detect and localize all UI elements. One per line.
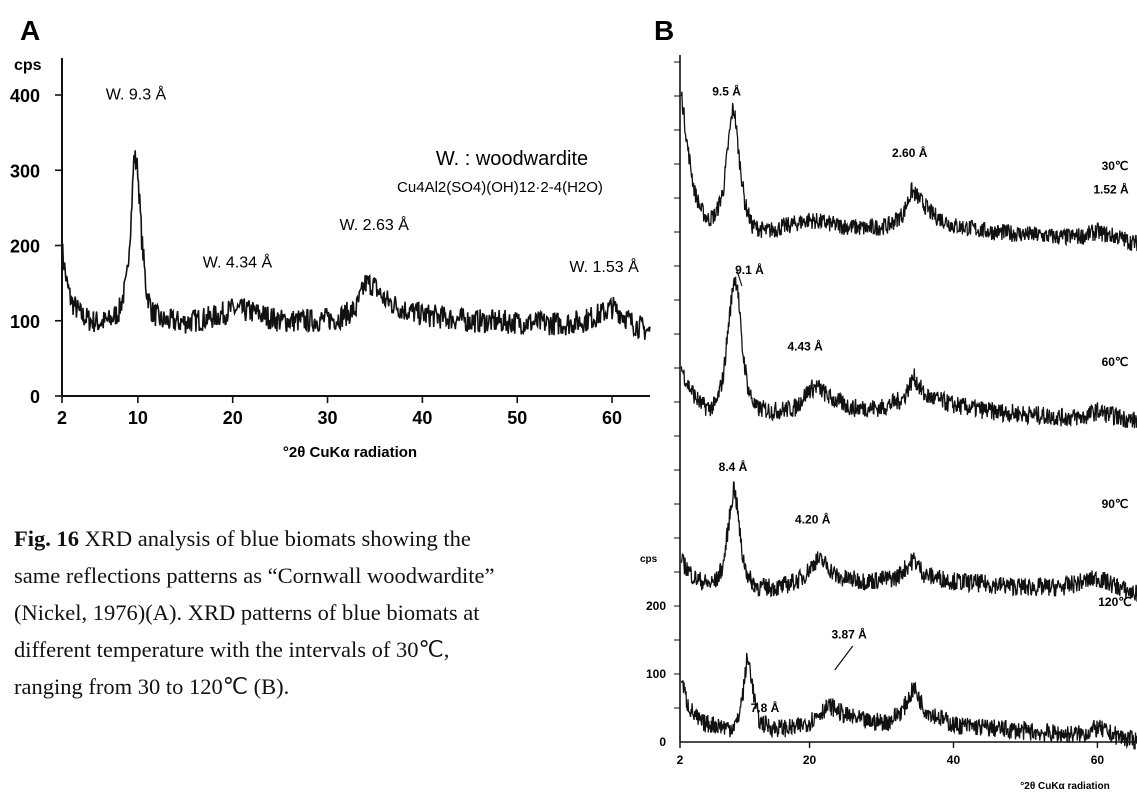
panel-a-peak-label: W. 2.63 Å [340,215,410,234]
panel-b-temperature-label: 120℃ [1098,595,1132,609]
panel-b-peak-label: 9.5 Å [712,84,741,99]
panel-b-xrd-trace [680,276,1137,429]
panel-a-peak-label: W. 9.3 Å [106,85,167,104]
panel-a-y-axis-label: cps [14,57,42,74]
panel-a-x-tick-label: 10 [128,408,148,428]
panel-a-y-tick-label: 300 [10,161,40,181]
panel-b-y-tick-label: 0 [659,735,666,749]
panel-b-peak-label: 4.20 Å [795,511,831,526]
panel-b-x-tick-label: 20 [803,753,817,767]
panel-b-peak-label: 4.43 Å [787,338,823,353]
panel-b-y-tick-label: 100 [646,667,666,681]
panel-a-x-tick-label: 30 [318,408,338,428]
caption-line-5: ranging from 30 to 120℃ (B). [14,674,290,699]
panel-a-x-tick-label: 2 [57,408,67,428]
panel-b-leader-line [735,267,743,287]
panel-a-y-tick-label: 400 [10,86,40,106]
panel-b-peak-label: 3.87 Å [831,626,867,641]
panel-b-leader-line [744,565,755,593]
panel-b-peak-label: 7.8 Å [751,700,780,715]
panel-b-peak-label: 2.60 Å [892,145,928,160]
panel-b-y-tick-label: 200 [646,599,666,613]
panel-a-xrd-trace [61,150,651,340]
panel-b-temperature-label: 30℃ [1102,159,1129,173]
panel-a-x-tick-label: 50 [507,408,527,428]
caption-fig-label: Fig. 16 [14,526,79,551]
panel-a-peak-label: W. 1.53 Å [569,257,639,276]
panel-b-xrd-trace [680,481,1137,602]
panel-b-ticks: 2 20 40 60 0 100 200 [646,61,1105,767]
panel-b-x-axis-label: °2θ CuKα radiation [1020,781,1109,792]
panel-b-leader-line [834,645,854,671]
panel-a-x-axis-label: °2θ CuKα radiation [283,444,417,461]
panel-b-temperature-label: 90℃ [1102,497,1129,511]
panel-a-y-tick-label: 0 [30,387,40,407]
panel-a-letter: A [20,15,40,46]
panel-b-y-axis-label: cps [640,554,658,565]
panel-b-x-tick-label: 60 [1091,753,1105,767]
caption-line-2: same reflections patterns as “Cornwall w… [14,563,495,588]
panel-b-letter: B [654,15,674,46]
panel-b-xrd-trace [680,91,1137,252]
caption-line-3: (Nickel, 1976)(A). XRD patterns of blue … [14,600,480,625]
panel-b-peak-labels: 9.5 Å 2.60 Å 1.52 Å 9.1 Å 4.43 Å 8.4 Å 4.20 Å 7… [712,84,1129,715]
figure-caption: Fig. 16 XRD analysis of blue biomats sho… [14,520,626,705]
panel-b: B cps °2θ CuKα radiation 2 20 40 600100200 … [640,15,1137,792]
panel-a-y-tick-label: 100 [10,312,40,332]
panel-a-y-tick-label: 200 [10,237,40,257]
panel-a-peak-labels: W. 9.3 Å W. 4.34 Å W. 2.63 Å W. 1.53 Å [106,85,639,277]
caption-line-1: Fig. 16 XRD analysis of blue biomats sho… [14,520,626,557]
panel-a-ticks: 2 10 20 30 40 50 60 0 100 200 300 400 [10,86,622,428]
panel-a-x-tick-label: 60 [602,408,622,428]
panel-b-peak-label: 1.52 Å [1093,181,1129,196]
panel-b-x-tick-label: 40 [947,753,961,767]
caption-line-4: different temperature with the intervals… [14,637,450,662]
panel-b-temperature-labels: 30℃ 60℃ 90℃ 120℃ [1098,159,1132,609]
panel-b-xrd-trace [680,652,1137,750]
panel-a-x-tick-label: 20 [223,408,243,428]
panel-b-peak-label: 8.4 Å [719,459,748,474]
panel-b-x-tick-label: 2 [677,753,684,767]
caption-line-1-text: XRD analysis of blue biomats showing the [84,526,471,551]
panel-a: A cps °2θ CuKα radiation W. : woodwardit… [10,15,651,461]
panel-a-legend-formula: Cu4Al2(SO4)(OH)12·2-4(H2O) [397,179,603,196]
panel-a-x-tick-label: 40 [412,408,432,428]
panel-b-temperature-label: 60℃ [1102,355,1129,369]
panel-b-peak-label: 9.1 Å [735,262,764,277]
panel-a-legend-title: W. : woodwardite [436,148,588,170]
panel-a-peak-label: W. 4.34 Å [203,253,273,272]
panel-b-traces [680,91,1137,750]
